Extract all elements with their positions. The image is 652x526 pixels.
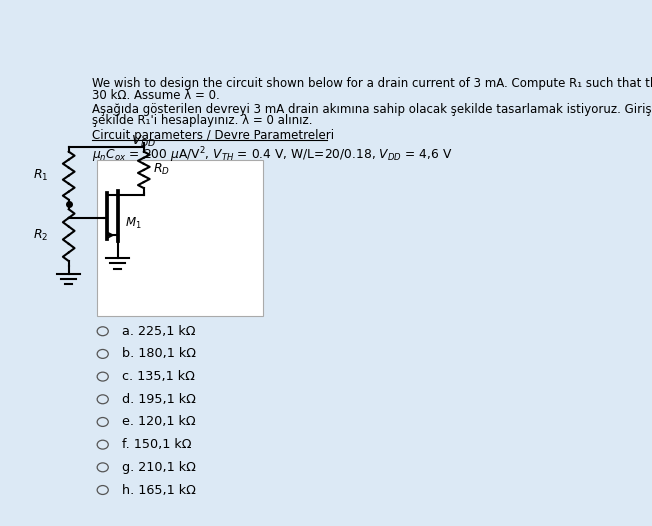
- Text: Aşağıda gösterilen devreyi 3 mA drain akımına sahip olacak şekilde tasarlamak is: Aşağıda gösterilen devreyi 3 mA drain ak…: [91, 103, 652, 116]
- Text: $R_2$: $R_2$: [33, 228, 48, 242]
- Text: $R_D$: $R_D$: [153, 163, 170, 177]
- Text: şekilde R₁'i hesaplayınız. λ = 0 alınız.: şekilde R₁'i hesaplayınız. λ = 0 alınız.: [91, 114, 312, 127]
- Text: g. 210,1 kΩ: g. 210,1 kΩ: [122, 461, 196, 474]
- Text: 30 kΩ. Assume λ = 0.: 30 kΩ. Assume λ = 0.: [91, 89, 219, 102]
- Text: f. 150,1 kΩ: f. 150,1 kΩ: [122, 438, 192, 451]
- Text: $\mu_nC_{ox}$ = 200 $\mu$A/V$^2$, $V_{TH}$ = 0.4 V, W/L=20/0.18, $V_{DD}$ = 4,6 : $\mu_nC_{ox}$ = 200 $\mu$A/V$^2$, $V_{TH…: [91, 146, 452, 165]
- Text: $M_1$: $M_1$: [125, 216, 141, 231]
- Text: e. 120,1 kΩ: e. 120,1 kΩ: [122, 416, 196, 429]
- Text: We wish to design the circuit shown below for a drain current of 3 mA. Compute R: We wish to design the circuit shown belo…: [91, 77, 652, 90]
- Text: c. 135,1 kΩ: c. 135,1 kΩ: [122, 370, 195, 383]
- Text: $V_{DD}$: $V_{DD}$: [132, 134, 156, 149]
- Text: d. 195,1 kΩ: d. 195,1 kΩ: [122, 393, 196, 406]
- Text: Circuit parameters / Devre Parametreleri: Circuit parameters / Devre Parametreleri: [91, 129, 334, 141]
- Text: a. 225,1 kΩ: a. 225,1 kΩ: [122, 325, 196, 338]
- Text: $R_1$: $R_1$: [33, 168, 49, 183]
- Text: h. 165,1 kΩ: h. 165,1 kΩ: [122, 483, 196, 497]
- Text: b. 180,1 kΩ: b. 180,1 kΩ: [122, 348, 196, 360]
- FancyBboxPatch shape: [96, 160, 263, 316]
